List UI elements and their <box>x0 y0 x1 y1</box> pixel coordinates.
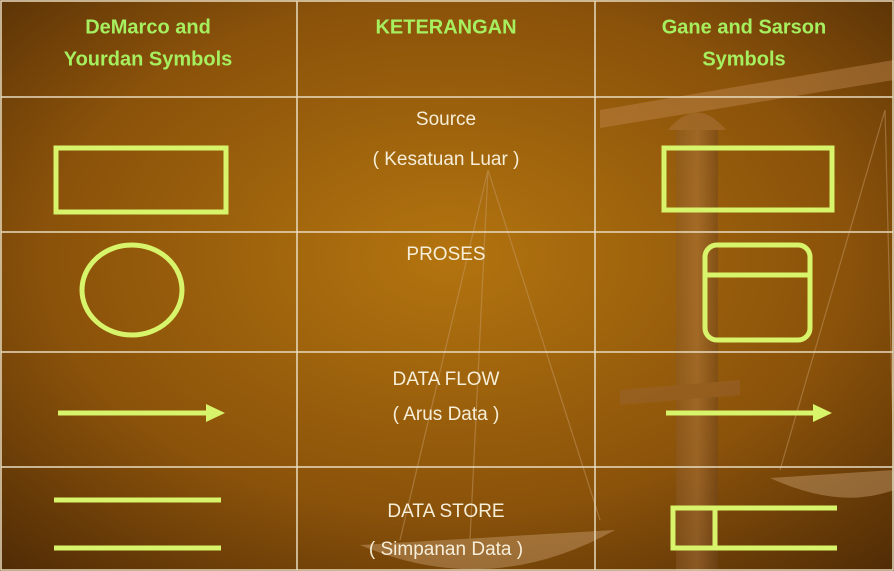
symbols <box>53 145 837 551</box>
header-cell: DeMarco and <box>85 16 211 38</box>
demarco-store-symbol <box>54 497 221 551</box>
demarco-process-symbol <box>79 242 185 338</box>
description-cell: ( Arus Data ) <box>393 404 500 425</box>
header-cell: Symbols <box>702 48 785 70</box>
header-cell: Yourdan Symbols <box>64 48 233 70</box>
table-text: DeMarco and Yourdan Symbols KETERANGAN Gane… <box>64 16 827 560</box>
description-cell: DATA FLOW <box>393 369 500 390</box>
description-cell: DATA STORE <box>387 501 504 522</box>
gane-process-symbol <box>702 242 813 343</box>
demarco-flow-symbol <box>58 404 225 422</box>
description-cell: Source <box>416 109 476 130</box>
gane-store-symbol <box>670 505 837 551</box>
gane-flow-symbol <box>666 404 832 422</box>
gane-source-symbol <box>661 145 835 213</box>
header-cell: Gane and Sarson <box>662 16 827 38</box>
description-cell: PROSES <box>406 244 485 265</box>
description-cell: ( Kesatuan Luar ) <box>373 149 520 170</box>
scale-watermark <box>360 60 894 571</box>
header-cell: KETERANGAN <box>375 16 516 38</box>
demarco-source-symbol <box>53 145 229 215</box>
description-cell: ( Simpanan Data ) <box>369 539 523 560</box>
